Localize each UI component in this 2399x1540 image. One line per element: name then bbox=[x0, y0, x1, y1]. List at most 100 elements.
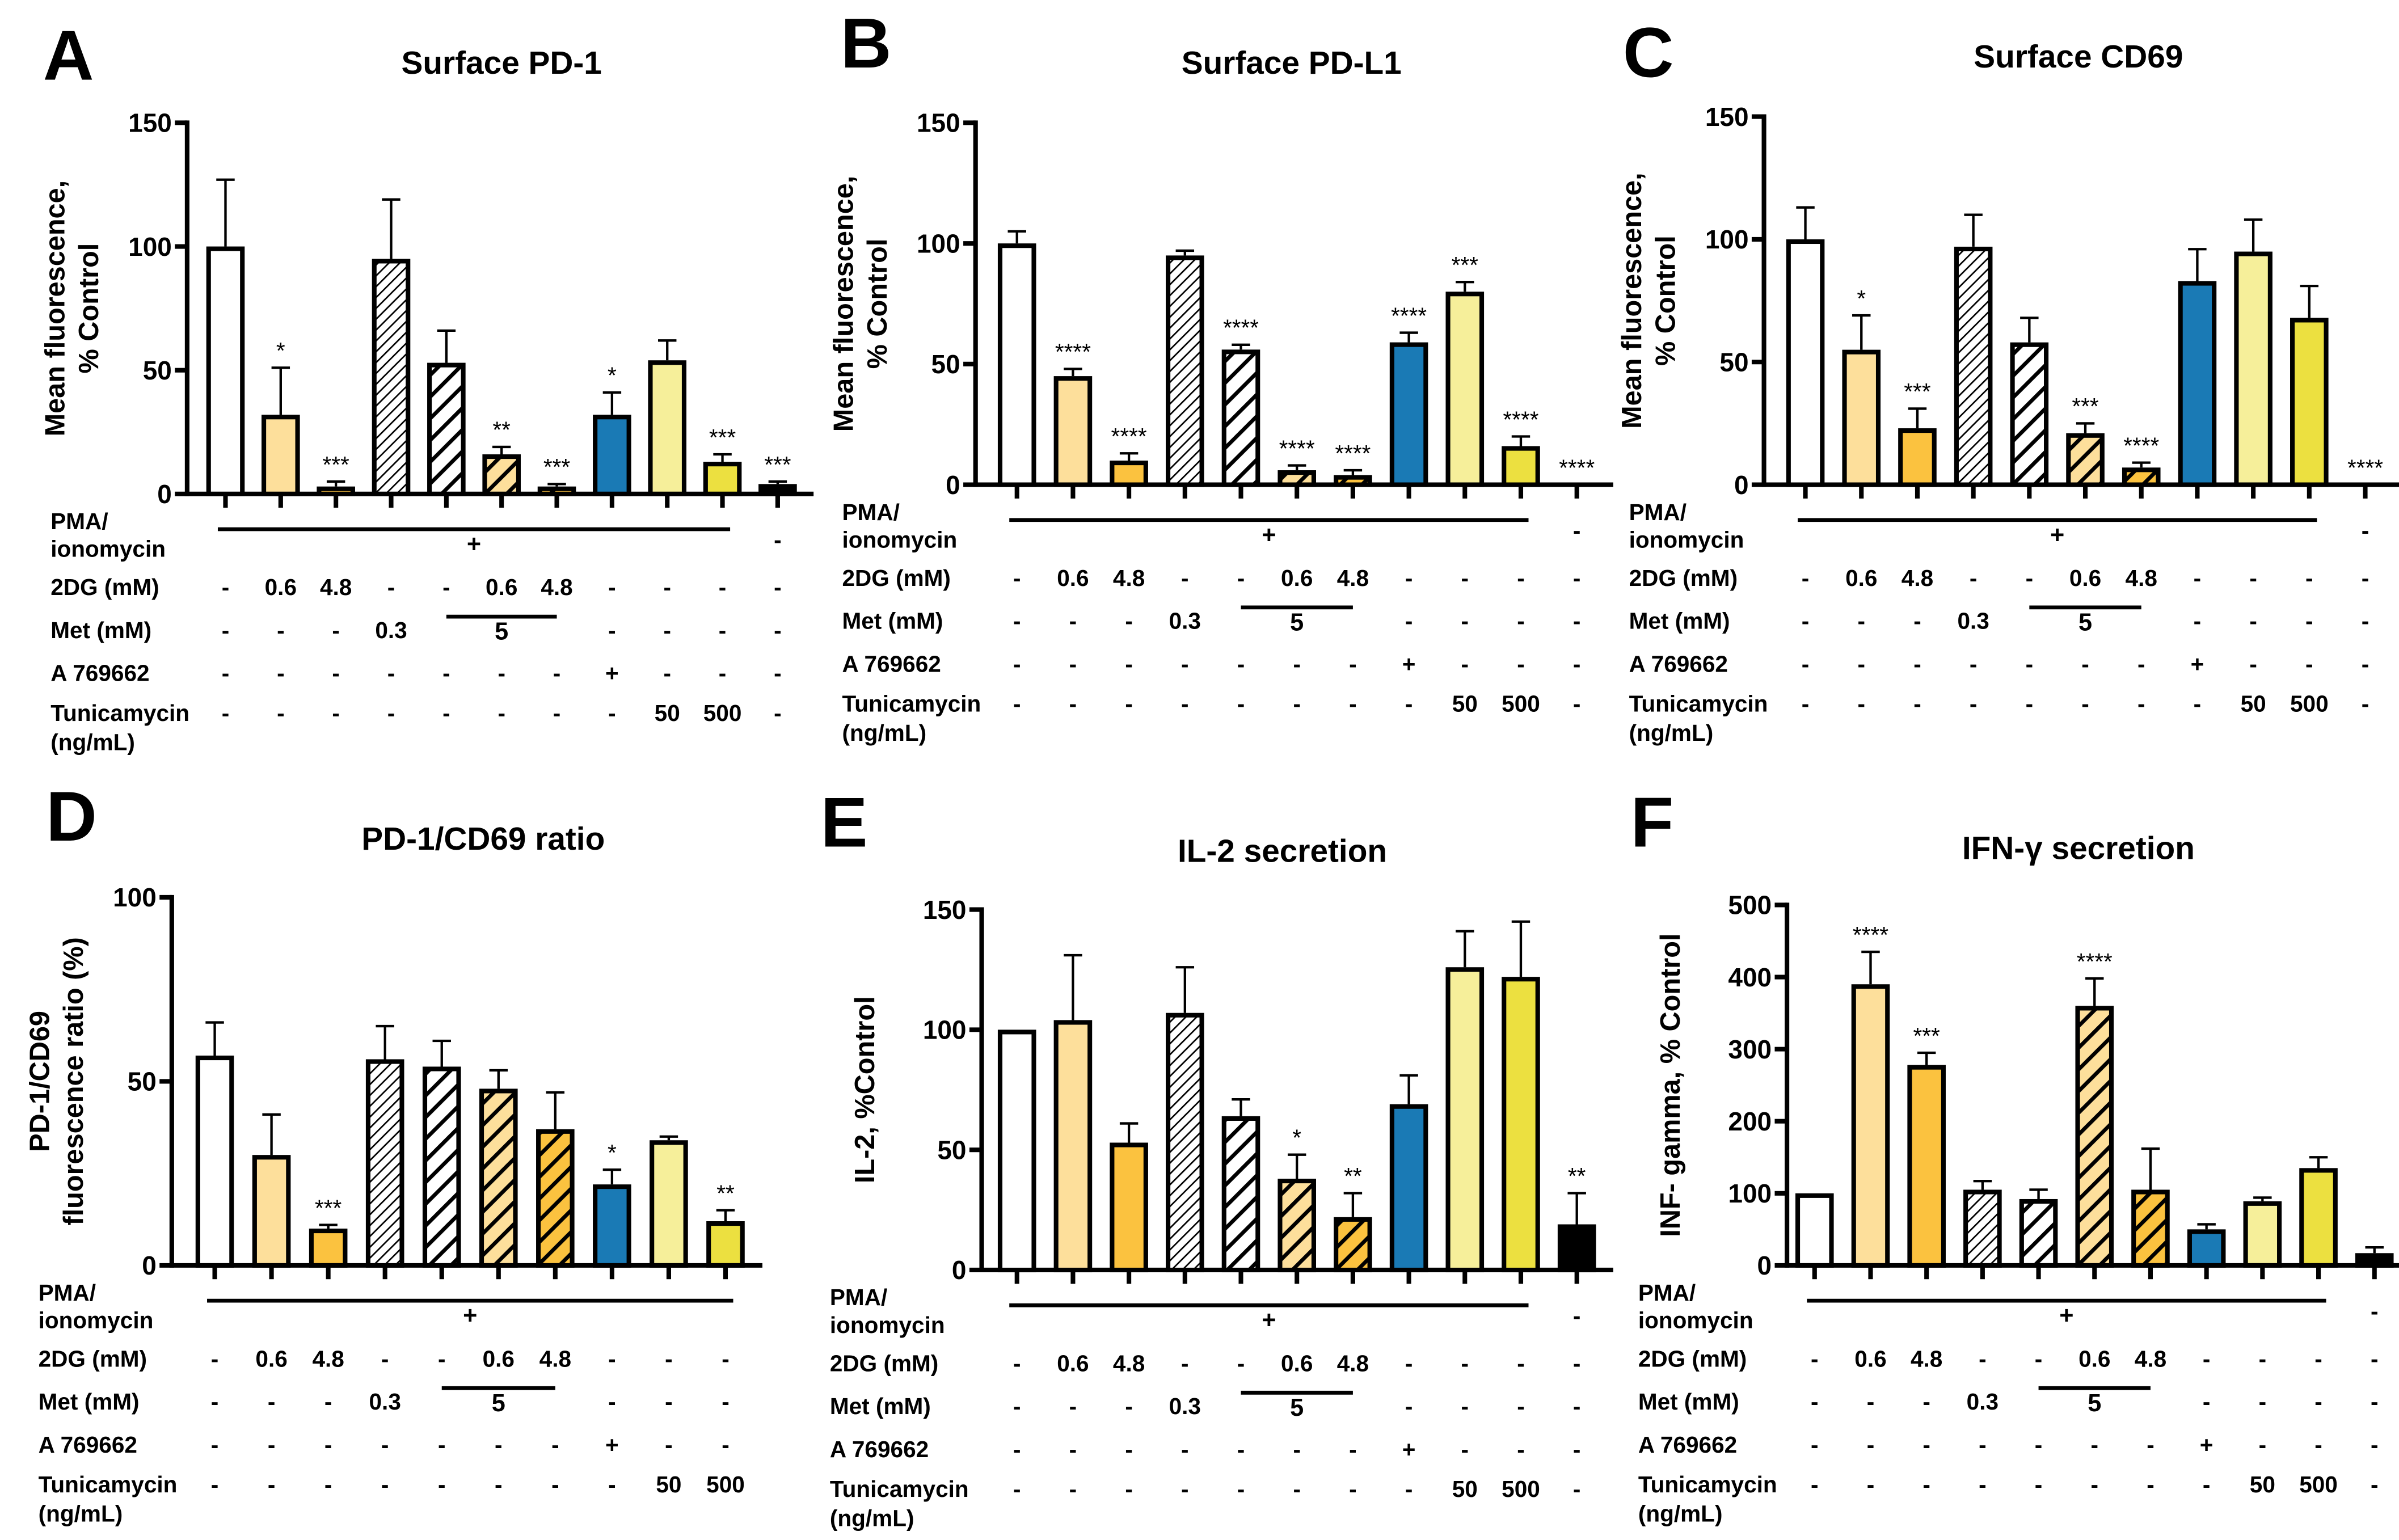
condition-value: - bbox=[2194, 691, 2202, 717]
condition-value: - bbox=[1125, 1476, 1133, 1502]
condition-value: - bbox=[1405, 1350, 1413, 1376]
condition-value: - bbox=[1858, 651, 1866, 677]
condition-value: - bbox=[1573, 1303, 1581, 1329]
condition-value: 0.6 bbox=[486, 574, 517, 600]
condition-value: - bbox=[1913, 651, 1921, 677]
condition-value: - bbox=[211, 1432, 219, 1458]
condition-value: 4.8 bbox=[1911, 1345, 1942, 1372]
condition-span-label: 5 bbox=[492, 1390, 505, 1417]
condition-span-label: + bbox=[467, 531, 481, 558]
bar bbox=[1502, 446, 1540, 487]
condition-value: - bbox=[438, 1432, 446, 1458]
condition-value: - bbox=[1970, 565, 1978, 591]
condition-value: - bbox=[2035, 1432, 2043, 1458]
condition-value: - bbox=[1573, 565, 1581, 591]
condition-value: - bbox=[1922, 1389, 1930, 1415]
chart-title: Surface PD-L1 bbox=[1182, 45, 1402, 81]
condition-value: - bbox=[2305, 608, 2313, 634]
condition-value: - bbox=[722, 1345, 730, 1372]
condition-value: - bbox=[1125, 651, 1133, 677]
condition-value: - bbox=[1970, 691, 1978, 717]
condition-value: - bbox=[2371, 1345, 2379, 1372]
condition-value: - bbox=[1922, 1471, 1930, 1497]
condition-label: A 769662 bbox=[1638, 1432, 1737, 1458]
y-tick-label: 100 bbox=[1728, 1179, 1772, 1208]
condition-value: - bbox=[1293, 1476, 1301, 1502]
y-tick-label: 400 bbox=[1728, 963, 1772, 992]
chart-title: IFN-γ secretion bbox=[1962, 830, 2195, 866]
bar bbox=[1502, 977, 1540, 1273]
condition-value: - bbox=[2137, 651, 2145, 677]
condition-value: 0.6 bbox=[255, 1345, 287, 1372]
condition-value: + bbox=[2200, 1432, 2214, 1458]
significance-label: *** bbox=[1452, 252, 1479, 278]
y-axis-label: Mean fluorescence, bbox=[40, 180, 71, 437]
condition-value: - bbox=[497, 700, 505, 726]
panel-d: D PD-1/CD69 ratio 0 50 100 PD-1/CD69 fluoresce… bbox=[25, 777, 763, 1526]
condition-value: - bbox=[1013, 608, 1021, 634]
bar bbox=[1053, 1020, 1093, 1273]
condition-value: - bbox=[1181, 651, 1189, 677]
condition-value: 0.3 bbox=[375, 617, 407, 643]
y-tick-label: 0 bbox=[142, 1251, 157, 1280]
condition-value: + bbox=[1402, 1436, 1416, 1462]
significance-label: **** bbox=[1223, 315, 1259, 341]
condition-value: - bbox=[277, 617, 285, 643]
condition-value: - bbox=[495, 1432, 503, 1458]
condition-label: 2DG (mM) bbox=[39, 1345, 147, 1372]
condition-label: PMA/ bbox=[1638, 1280, 1696, 1306]
condition-span-label: + bbox=[2059, 1302, 2073, 1330]
condition-value: - bbox=[1405, 565, 1413, 591]
condition-value: - bbox=[2194, 565, 2202, 591]
condition-value: - bbox=[222, 700, 230, 726]
significance-label: ** bbox=[1344, 1163, 1362, 1189]
panel-a: A Surface PD-1 0 50 100 150 Mean fluorescence,… bbox=[40, 16, 814, 755]
condition-value: - bbox=[1517, 565, 1525, 591]
condition-value: - bbox=[608, 700, 616, 726]
significance-label: *** bbox=[543, 454, 571, 480]
condition-value: - bbox=[665, 1432, 673, 1458]
condition-value: - bbox=[608, 617, 616, 643]
condition-value: - bbox=[1069, 608, 1077, 634]
condition-value: - bbox=[1237, 1436, 1245, 1462]
bar bbox=[1278, 1179, 1317, 1273]
y-tick-label: 50 bbox=[937, 1135, 966, 1165]
condition-label: (ng/mL) bbox=[1629, 720, 1714, 746]
significance-label: *** bbox=[2072, 393, 2099, 419]
condition-label: A 769662 bbox=[50, 660, 149, 686]
condition-value: - bbox=[551, 1471, 559, 1497]
condition-value: - bbox=[1979, 1432, 1987, 1458]
condition-value: - bbox=[2371, 1432, 2379, 1458]
chart-title: PD-1/CD69 ratio bbox=[361, 821, 605, 857]
condition-value: - bbox=[553, 700, 561, 726]
condition-value: - bbox=[2305, 651, 2313, 677]
condition-value: 4.8 bbox=[1337, 1350, 1369, 1376]
condition-value: - bbox=[1802, 651, 1810, 677]
y-tick-label: 150 bbox=[1705, 102, 1749, 132]
condition-value: - bbox=[719, 574, 727, 600]
condition-value: - bbox=[2147, 1471, 2155, 1497]
condition-value: - bbox=[1013, 691, 1021, 717]
bar bbox=[252, 1155, 291, 1268]
condition-value: 0.6 bbox=[2078, 1345, 2110, 1372]
condition-value: 4.8 bbox=[1902, 565, 1933, 591]
bar bbox=[1795, 1193, 1834, 1268]
condition-value: - bbox=[1069, 651, 1077, 677]
bar bbox=[1786, 239, 1825, 487]
y-tick-label: 0 bbox=[946, 470, 960, 500]
bar bbox=[1053, 376, 1093, 487]
y-tick-label: 100 bbox=[917, 229, 960, 258]
condition-label: PMA/ bbox=[830, 1284, 887, 1310]
condition-value: - bbox=[1349, 1476, 1357, 1502]
bar bbox=[1557, 1224, 1596, 1273]
condition-value: - bbox=[1349, 651, 1357, 677]
condition-value: 0.6 bbox=[1281, 565, 1313, 591]
condition-value: 4.8 bbox=[1113, 1350, 1145, 1376]
condition-value: - bbox=[1069, 691, 1077, 717]
condition-value: 500 bbox=[2290, 691, 2329, 717]
condition-value: - bbox=[1461, 608, 1469, 634]
significance-label: **** bbox=[1055, 339, 1091, 365]
condition-value: 50 bbox=[2241, 691, 2266, 717]
condition-value: - bbox=[1858, 608, 1866, 634]
